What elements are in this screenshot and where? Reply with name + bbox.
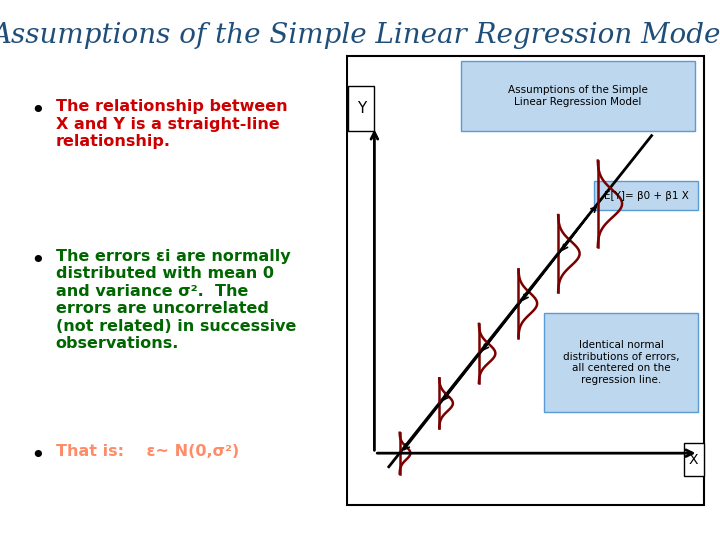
Bar [684,443,704,476]
Text: Y: Y [357,101,366,116]
Text: Assumptions of the Simple
Linear Regression Model: Assumptions of the Simple Linear Regress… [508,85,648,106]
Text: That is:    ε~ N(0,σ²): That is: ε~ N(0,σ²) [55,444,239,459]
Text: Identical normal
distributions of errors,
all centered on the
regression line.: Identical normal distributions of errors… [563,340,679,385]
Text: E[Y]= β0 + β1 X: E[Y]= β0 + β1 X [604,191,688,201]
Text: The relationship between
X and Y is a straight-line
relationship.: The relationship between X and Y is a st… [55,99,287,149]
Bar [348,86,374,131]
Bar [544,313,698,413]
Bar [461,61,695,131]
Text: The errors εi are normally
distributed with mean 0
and variance σ².  The
errors : The errors εi are normally distributed w… [55,249,296,351]
Text: •: • [30,444,45,468]
Bar [594,181,698,211]
Text: •: • [30,99,45,123]
Text: •: • [30,249,45,273]
Text: Assumptions of the Simple Linear Regression Model: Assumptions of the Simple Linear Regress… [0,22,720,49]
Text: X: X [689,453,698,467]
